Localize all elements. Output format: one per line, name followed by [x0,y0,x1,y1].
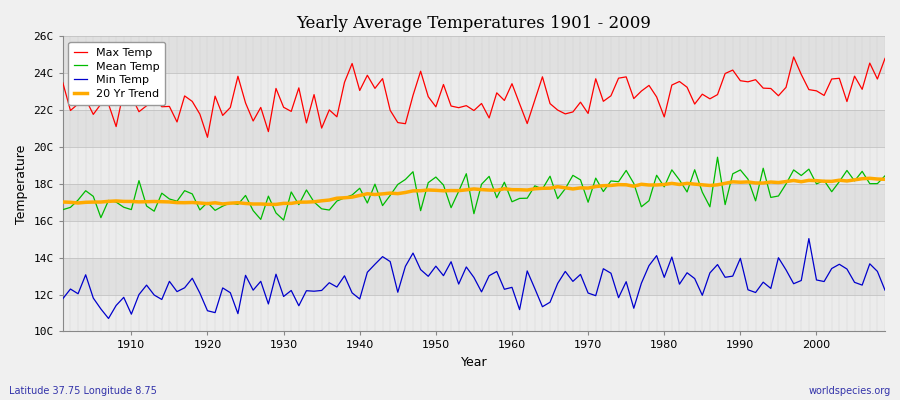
Mean Temp [339,196,350,200]
Max Temp [788,54,799,59]
Mean Temp [507,199,517,204]
Title: Yearly Average Temperatures 1901 - 2009: Yearly Average Temperatures 1901 - 2009 [296,15,652,32]
Bar [63,36,885,73]
20 Yr Trend [879,177,890,182]
Max Temp [202,135,213,140]
Y-axis label: Temperature: Temperature [15,144,28,224]
20 Yr Trend [58,200,68,204]
20 Yr Trend [271,202,282,207]
Max Temp [879,56,890,61]
Max Temp [507,81,517,86]
20 Yr Trend [606,183,616,188]
Min Temp [879,288,890,292]
20 Yr Trend [118,199,129,204]
Min Temp [293,303,304,308]
20 Yr Trend [514,187,525,192]
Min Temp [606,271,616,276]
X-axis label: Year: Year [461,356,487,369]
Line: Mean Temp: Mean Temp [63,157,885,220]
Bar [63,110,885,147]
Min Temp [104,316,114,321]
Max Temp [293,86,304,90]
Mean Temp [712,155,723,160]
20 Yr Trend [864,176,875,181]
Line: Max Temp: Max Temp [63,57,885,137]
Max Temp [514,101,525,106]
Line: 20 Yr Trend: 20 Yr Trend [63,178,885,204]
Max Temp [606,93,616,98]
Bar [63,258,885,294]
Legend: Max Temp, Mean Temp, Min Temp, 20 Yr Trend: Max Temp, Mean Temp, Min Temp, 20 Yr Tre… [68,42,166,105]
Min Temp [514,307,525,312]
Min Temp [58,296,68,301]
Min Temp [507,285,517,290]
20 Yr Trend [339,195,350,200]
Bar [63,184,885,221]
Mean Temp [278,218,289,222]
Text: Latitude 37.75 Longitude 8.75: Latitude 37.75 Longitude 8.75 [9,386,157,396]
Line: Min Temp: Min Temp [63,238,885,318]
Mean Temp [293,202,304,207]
20 Yr Trend [507,187,517,192]
Max Temp [58,80,68,85]
Min Temp [126,312,137,316]
20 Yr Trend [293,200,304,204]
Mean Temp [879,174,890,178]
Bar [63,73,885,110]
Max Temp [339,80,350,85]
Max Temp [118,88,129,93]
Mean Temp [58,207,68,212]
Mean Temp [514,196,525,201]
Bar [63,147,885,184]
Bar [63,294,885,332]
Text: worldspecies.org: worldspecies.org [809,386,891,396]
Mean Temp [606,178,616,183]
Mean Temp [118,205,129,210]
Min Temp [804,236,814,241]
Bar [63,221,885,258]
Min Temp [339,274,350,278]
